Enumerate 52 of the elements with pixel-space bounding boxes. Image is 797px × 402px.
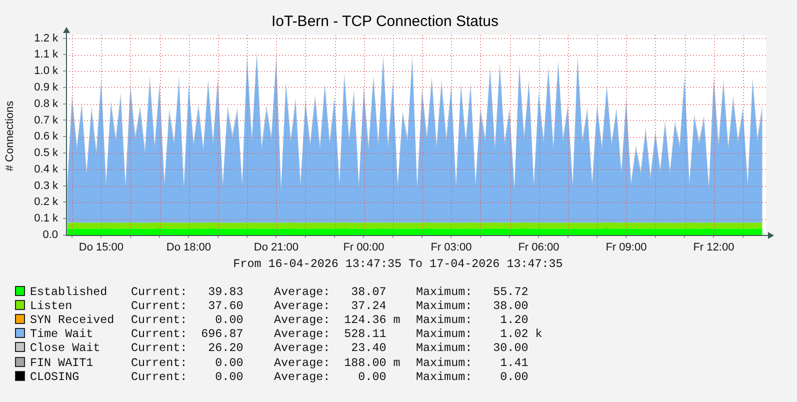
text: Maximum: 38.00	[416, 299, 528, 313]
text: Current: 37.60	[131, 299, 244, 313]
legend-label: Time Wait	[30, 327, 94, 341]
text: Current: 696.87	[131, 327, 244, 341]
y-tick-label: 0.7 k	[34, 114, 58, 126]
legend-label: CLOSING	[30, 370, 80, 384]
text: Average: 188.00 m	[274, 356, 400, 370]
y-tick-label: 0.0	[42, 229, 58, 242]
y-tick-label: 0.6 k	[34, 130, 58, 143]
text: Average: 37.24	[274, 299, 386, 313]
legend-label: Listen	[30, 299, 72, 313]
chart-title: IoT-Bern - TCP Connection Status	[271, 13, 499, 30]
text: Maximum: 1.02 k	[416, 327, 542, 341]
text: Current: 0.00	[131, 313, 244, 327]
x-tick-label: Fr 06:00	[518, 242, 560, 254]
text: Average: 23.40	[274, 341, 386, 355]
text: Current: 39.83	[131, 285, 244, 299]
text: Maximum: 1.20	[416, 313, 528, 327]
text: Current: 26.20	[131, 341, 244, 355]
text: Current: 0.00	[131, 356, 244, 370]
x-tick-label: Do 21:00	[254, 242, 299, 254]
text: Current: 0.00	[131, 370, 244, 384]
x-tick-label: Fr 09:00	[606, 242, 647, 254]
y-tick-label: 0.9 k	[34, 81, 58, 94]
y-tick-label: 0.2 k	[34, 196, 58, 208]
y-tick-label: 1.1 k	[34, 48, 58, 61]
text: Maximum: 30.00	[416, 341, 528, 355]
y-tick-label: 0.8 k	[34, 98, 58, 110]
x-tick-label: Fr 12:00	[693, 242, 734, 254]
legend-label: FIN WAIT1	[30, 356, 94, 370]
text: Maximum: 1.41	[416, 356, 528, 370]
x-tick-label: Fr 00:00	[343, 242, 384, 254]
x-axis-title: From 16-04-2026 13:47:35 To 17-04-2026 13:47:35	[233, 257, 563, 271]
y-tick-label: 1.0 k	[34, 65, 58, 78]
legend-label: Close Wait	[30, 341, 100, 355]
x-tick-label: Do 15:00	[78, 242, 124, 254]
y-tick-label: 0.1 k	[34, 212, 58, 225]
y-tick-label: 0.5 k	[34, 147, 58, 160]
text: Maximum: 55.72	[416, 285, 528, 299]
y-tick-label: 0.4 k	[34, 163, 58, 176]
text: Average: 124.36 m	[274, 313, 400, 327]
y-axis-title: # Connections	[4, 100, 16, 172]
text: Average: 0.00	[274, 370, 386, 384]
x-tick-label: Do 18:00	[166, 242, 212, 254]
y-tick-label: 1.2 k	[34, 32, 58, 44]
y-tick-label: 0.3 k	[34, 180, 58, 192]
legend-label: Established	[30, 285, 108, 299]
text: Average: 528.11	[274, 327, 386, 341]
text: Average: 38.07	[274, 285, 386, 299]
legend-label: SYN Received	[30, 313, 114, 327]
x-tick-label: Fr 03:00	[430, 242, 472, 254]
text: Maximum: 0.00	[416, 370, 528, 384]
